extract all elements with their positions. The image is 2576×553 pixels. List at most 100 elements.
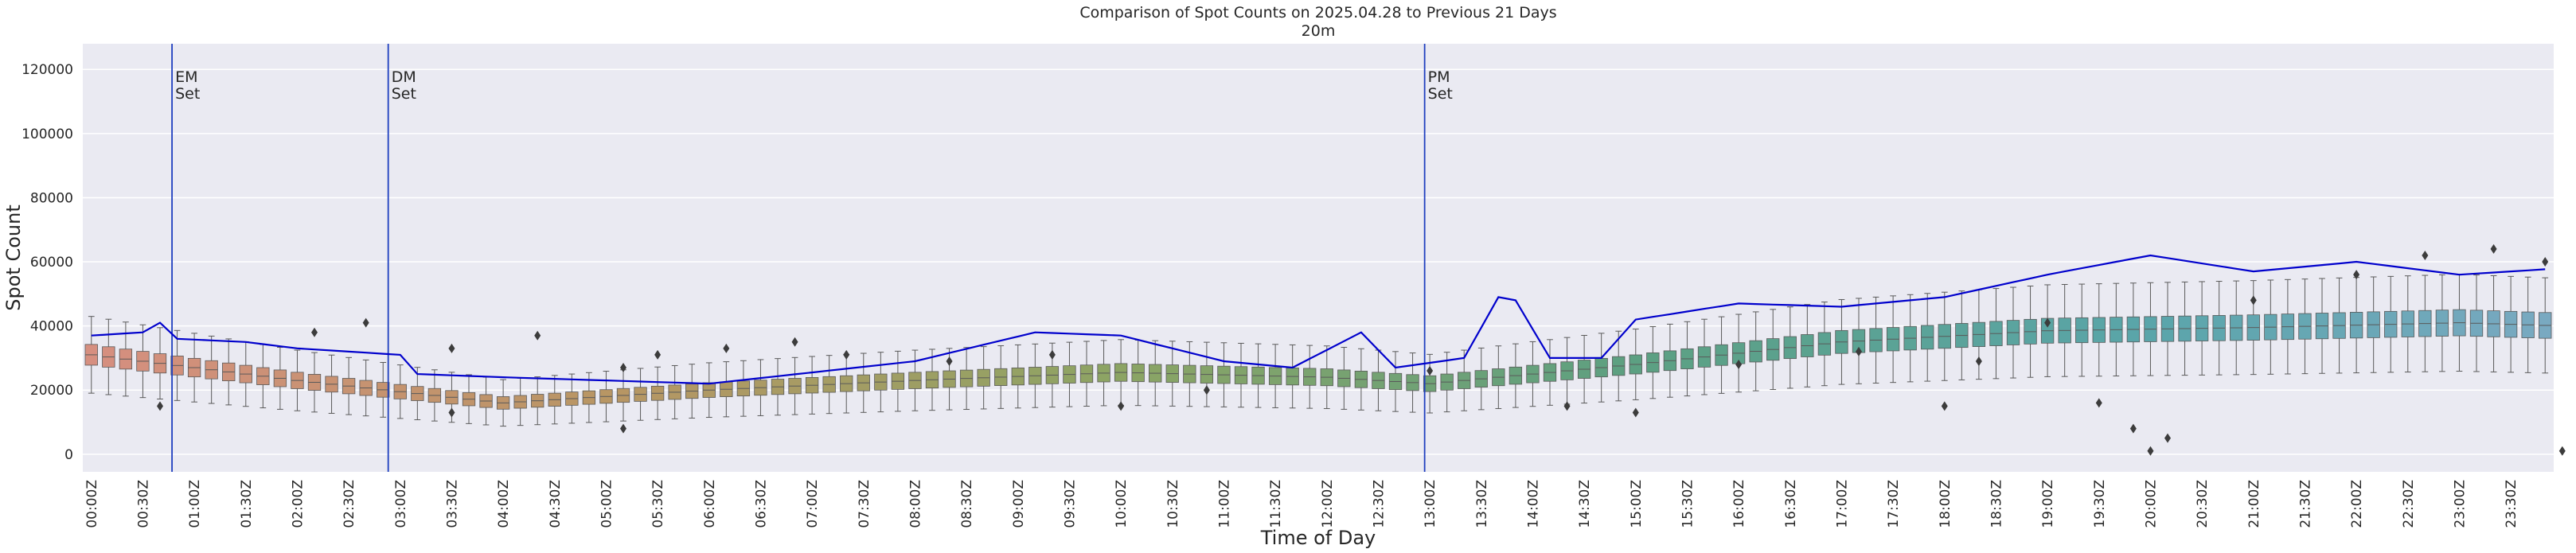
x-tick-label: 11:30Z: [1268, 480, 1284, 528]
box-plot: [1526, 341, 1540, 407]
box-plot: [1646, 325, 1660, 399]
event-layer: EMSetDMSetPMSetJNSetFNSet: [171, 44, 1453, 472]
x-tick-label: 09:30Z: [1062, 480, 1078, 528]
box-plot: [2281, 278, 2295, 375]
x-tick-label: 18:00Z: [1938, 480, 1953, 528]
x-tick-label: 19:30Z: [2092, 480, 2108, 528]
outlier-point: [1118, 401, 1125, 411]
box-plot: [2332, 277, 2346, 374]
box-plot: [2435, 274, 2449, 372]
box-plot: [771, 358, 785, 416]
x-tick-label: 19:00Z: [2040, 480, 2056, 528]
outlier-point: [311, 327, 318, 337]
outlier-point: [791, 337, 798, 347]
outlier-point: [157, 401, 163, 411]
x-tick-label: 04:00Z: [496, 480, 512, 528]
box-plot: [1234, 342, 1248, 408]
box-plot: [1028, 343, 1042, 408]
box-plot: [393, 364, 407, 419]
box-plot: [1938, 291, 1951, 381]
outlier-point: [620, 423, 626, 434]
box-plot: [513, 377, 527, 426]
box-plot: [411, 367, 424, 421]
box-plot: [187, 333, 201, 403]
box-plot: [1165, 341, 1179, 407]
box-plot: [1114, 339, 1128, 406]
box-plot: [2092, 283, 2106, 377]
box-plot: [822, 355, 836, 415]
x-axis-ticks: 00:00Z 00:30Z 01:00Z 01:30Z 02:00Z 02:30Z 03:0…: [84, 480, 2519, 528]
box-plot: [1903, 294, 1917, 383]
outlier-point: [2129, 423, 2137, 434]
box-plot: [273, 347, 287, 410]
x-tick-label: 21:30Z: [2297, 480, 2313, 528]
x-tick-label: 04:30Z: [548, 480, 564, 528]
x-tick-label: 14:00Z: [1525, 480, 1541, 528]
box-plot: [1217, 342, 1231, 407]
box-plot: [754, 359, 767, 416]
box-plot: [720, 361, 733, 418]
box-plot: [479, 376, 493, 426]
event-label: PM Set: [1428, 68, 1453, 103]
outlier-point: [1856, 346, 1862, 356]
x-tick-label: 08:30Z: [959, 480, 975, 528]
box-plot: [2246, 280, 2260, 376]
box-plot: [2384, 275, 2398, 373]
outlier-point: [1048, 349, 1056, 360]
x-tick-label: 13:00Z: [1423, 480, 1438, 528]
x-tick-label: 07:00Z: [805, 480, 821, 528]
x-tick-label: 21:00Z: [2246, 480, 2262, 528]
x-tick-label: 05:30Z: [650, 480, 666, 528]
x-tick-label: 22:30Z: [2401, 480, 2417, 528]
x-tick-label: 23:30Z: [2504, 480, 2519, 528]
x-tick-label: 12:00Z: [1320, 480, 1336, 528]
box-plot: [1388, 351, 1403, 412]
outlier-point: [2542, 257, 2549, 267]
box-plot: [891, 350, 905, 412]
box-plot: [1629, 329, 1642, 400]
box-plot: [977, 346, 990, 410]
box-plot: [1663, 323, 1677, 398]
box-plot: [2401, 275, 2414, 373]
box-plot: [582, 372, 596, 423]
box-plot: [1354, 348, 1368, 411]
grid-layer: [83, 68, 2554, 455]
box-plot: [1149, 340, 1162, 407]
box-plot: [1731, 313, 1746, 393]
box-plot: [1783, 306, 1797, 389]
box-plot: [994, 345, 1008, 409]
today-line-layer: [91, 254, 2546, 385]
outlier-point: [2490, 243, 2497, 254]
outlier-point: [723, 343, 730, 353]
x-tick-label: 01:30Z: [239, 480, 255, 528]
box-plot: [1131, 339, 1145, 407]
box-plot: [2024, 285, 2037, 378]
box-plot: [1612, 330, 1626, 402]
y-tick-label: 60000: [30, 255, 73, 271]
y-tick-label: 40000: [30, 319, 73, 335]
box-plot: [736, 360, 751, 417]
today-line: [91, 254, 2546, 385]
box-plot: [342, 356, 356, 415]
box-plot: [2006, 286, 2020, 379]
box-plot: [1852, 298, 1866, 384]
x-tick-label: 06:00Z: [702, 480, 718, 528]
outlier-point: [654, 349, 662, 360]
box-plot: [1011, 344, 1025, 409]
outlier-point: [1632, 407, 1639, 418]
box-plot: [1817, 302, 1832, 387]
box-plot: [153, 327, 167, 400]
box-plot: [1063, 341, 1076, 407]
box-plot: [857, 352, 870, 413]
box-plot: [565, 373, 579, 424]
box-plot: [307, 352, 322, 413]
y-tick-label: 120000: [21, 62, 73, 78]
chart-title: Comparison of Spot Counts on 2025.04.28 …: [1079, 4, 1556, 21]
box-plot: [531, 376, 544, 426]
box-plot: [1474, 347, 1488, 411]
outlier-layer: [157, 243, 2566, 456]
x-tick-label: 12:30Z: [1371, 480, 1387, 528]
x-tick-label: 14:30Z: [1577, 480, 1593, 528]
box-plot: [2195, 281, 2209, 376]
